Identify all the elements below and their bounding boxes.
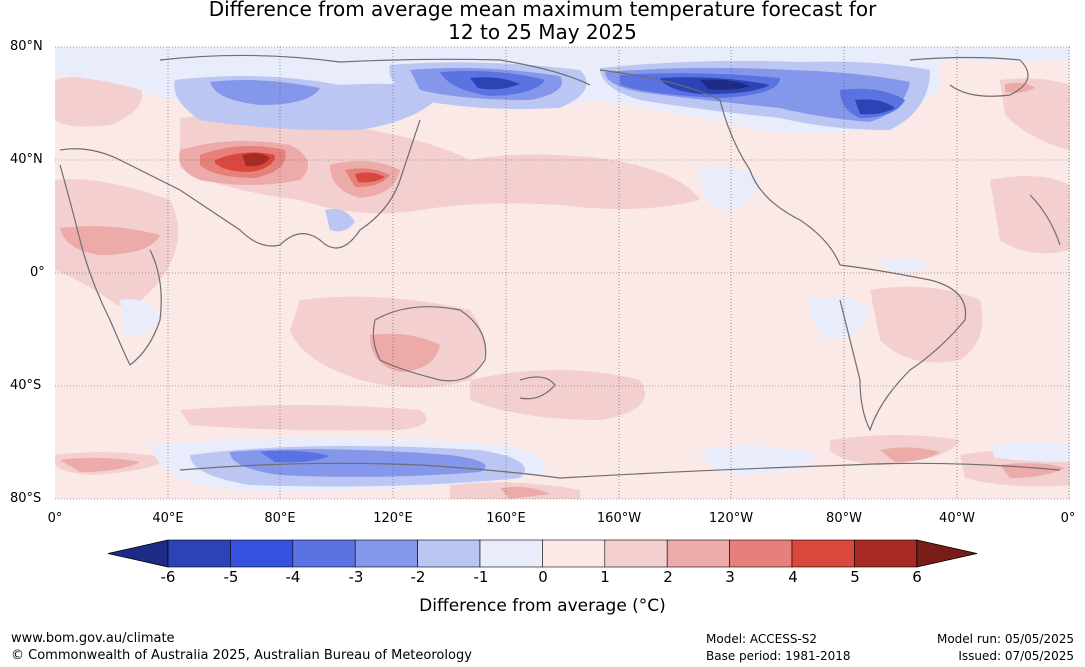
colorbar-tick: 5	[850, 568, 860, 586]
map-title: Difference from average mean maximum tem…	[0, 0, 1085, 44]
colorbar-tick: 3	[725, 568, 735, 586]
lon-label-0-left: 0°	[47, 511, 63, 526]
colorbar-segment	[417, 539, 481, 568]
footer-base-period: Base period: 1981-2018	[706, 649, 851, 663]
colorbar-segment	[666, 539, 730, 568]
colorbar-segment	[167, 539, 231, 568]
anomaly-band-below-minus-5	[700, 79, 750, 90]
footer-model-run: Model run: 05/05/2025	[936, 632, 1074, 646]
lon-label-80w: 80°W	[826, 511, 862, 526]
title-line-1: Difference from average mean maximum tem…	[208, 0, 877, 21]
lat-label-80s: 80°S	[10, 491, 42, 506]
footer-website: www.bom.gov.au/climate	[11, 631, 175, 646]
footer-issued: Issued: 07/05/2025	[958, 649, 1074, 663]
lat-label-40s: 40°S	[10, 378, 42, 393]
footer-copyright: © Commonwealth of Australia 2025, Austra…	[11, 648, 472, 663]
colorbar-tick: 1	[600, 568, 610, 586]
colorbar-segment	[354, 539, 418, 568]
lon-label-160e: 160°E	[486, 511, 526, 526]
colorbar-tick: 0	[538, 568, 548, 586]
colorbar-segment	[292, 539, 356, 568]
colorbar-label: Difference from average (°C)	[419, 596, 666, 616]
colorbar-arrow-high	[916, 539, 978, 568]
lat-label-0: 0°	[30, 265, 45, 280]
colorbar-tick: -1	[473, 568, 489, 586]
temperature-anomaly-field	[55, 47, 1070, 499]
colorbar-segment	[729, 539, 793, 568]
title-line-2: 12 to 25 May 2025	[448, 20, 637, 44]
colorbar-tick: -4	[285, 568, 301, 586]
lon-label-120e: 120°E	[373, 511, 413, 526]
footer-model: Model: ACCESS-S2	[706, 632, 818, 646]
lon-label-40e: 40°E	[152, 511, 184, 526]
lat-label-80n: 80°N	[10, 39, 43, 54]
lat-label-40n: 40°N	[10, 152, 43, 167]
map-gridlines	[55, 46, 1070, 500]
lon-label-160w: 160°W	[596, 511, 642, 526]
colorbar-tick: -3	[348, 568, 364, 586]
colorbar-segment	[542, 539, 606, 568]
colorbar-tick: 6	[912, 568, 922, 586]
colorbar-segment	[230, 539, 294, 568]
lon-label-0-right: 0°	[1060, 511, 1076, 526]
colorbar-segment	[479, 539, 543, 568]
colorbar-tick: 4	[788, 568, 798, 586]
colorbar-segment	[791, 539, 855, 568]
colorbar-tick: -2	[410, 568, 426, 586]
colorbar-tick: 2	[663, 568, 673, 586]
colorbar-segment	[604, 539, 668, 568]
lon-label-80e: 80°E	[264, 511, 296, 526]
colorbar-arrow-low	[107, 539, 169, 568]
colorbar-tick: -6	[160, 568, 176, 586]
lon-label-40w: 40°W	[939, 511, 975, 526]
colorbar-segment	[854, 539, 918, 568]
colorbar	[107, 539, 978, 568]
lon-label-120w: 120°W	[708, 511, 754, 526]
colorbar-tick: -5	[223, 568, 239, 586]
